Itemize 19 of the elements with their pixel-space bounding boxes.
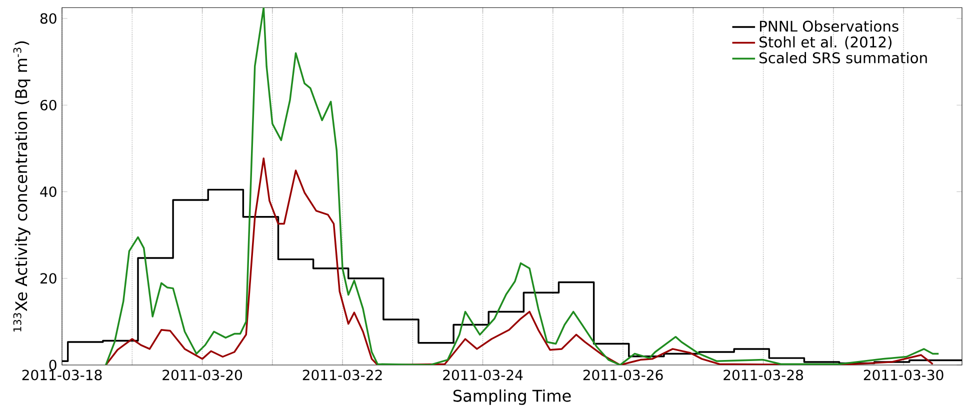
y-tick-label: 80 [40,13,56,24]
x-axis-title: Sampling Time [453,389,571,405]
line-series [104,8,940,365]
x-tick-label: 2011-03-20 [162,370,242,380]
x-tick-label: 2011-03-28 [724,370,803,380]
legend-label: PNNL Observations [760,20,898,32]
y-axis-title: $^{133}$Xe Activity concentration (Bq m$^{-3}$) [13,41,30,332]
x-tick-label: 2011-03-26 [583,370,663,380]
y-tick-label: 60 [40,100,56,110]
legend-label: Stohl et al. (2012) [760,36,892,50]
y-tick-label: 0 [49,360,56,370]
x-tick-label: 2011-03-30 [864,370,944,380]
x-tick-label: 2011-03-22 [302,370,382,380]
y-tick-label: 40 [40,186,56,198]
x-tick-label: 2011-03-24 [443,370,523,380]
y-tick-label: 20 [40,273,56,284]
line-series [104,158,934,365]
x-tick-label: 2011-03-18 [22,370,102,380]
legend-label: Scaled SRS summation [760,52,927,64]
